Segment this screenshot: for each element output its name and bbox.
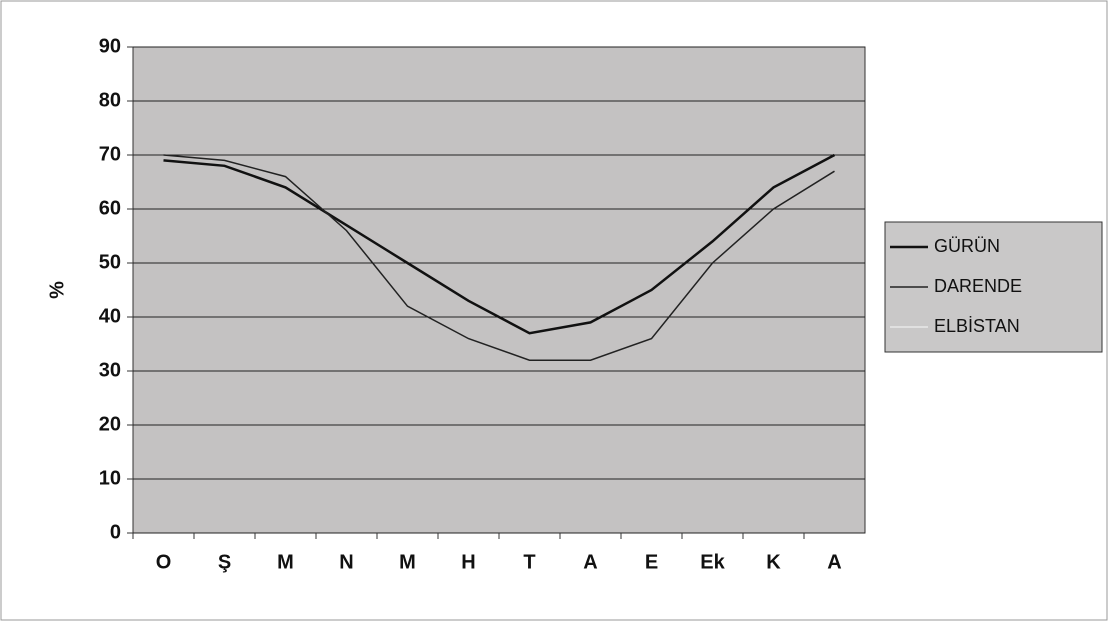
y-tick-label: 10 [99, 467, 121, 489]
y-tick-label: 30 [99, 359, 121, 381]
legend-label: ELBİSTAN [934, 316, 1020, 336]
y-axis-label: % [46, 281, 68, 299]
plot-area [132, 46, 866, 534]
x-tick-label: T [523, 551, 535, 573]
x-tick-label: O [156, 551, 172, 573]
y-tick-label: 50 [99, 251, 121, 273]
y-tick-label: 80 [99, 89, 121, 111]
y-tick-label: 40 [99, 305, 121, 327]
y-tick-label: 60 [99, 197, 121, 219]
x-tick-label: Ek [700, 551, 725, 573]
y-tick-label: 90 [99, 35, 121, 57]
legend-label: DARENDE [934, 276, 1022, 296]
x-tick-label: N [339, 551, 353, 573]
x-tick-label: K [766, 551, 781, 573]
legend-label: GÜRÜN [934, 236, 1000, 256]
x-tick-label: A [827, 551, 841, 573]
series-line [163, 154, 835, 361]
x-tick-label: M [399, 551, 416, 573]
x-tick-label: A [583, 551, 597, 573]
x-tick-label: E [645, 551, 658, 573]
series-line [163, 153, 836, 335]
x-tick-label: M [277, 551, 294, 573]
x-tick-label: Ş [218, 551, 231, 573]
y-tick-label: 0 [110, 521, 121, 543]
x-tick-label: H [461, 551, 475, 573]
y-tick-label: 70 [99, 143, 121, 165]
legend-items: GÜRÜN DARENDE ELBİSTAN [890, 236, 1022, 336]
y-tick-label: 20 [99, 413, 121, 435]
